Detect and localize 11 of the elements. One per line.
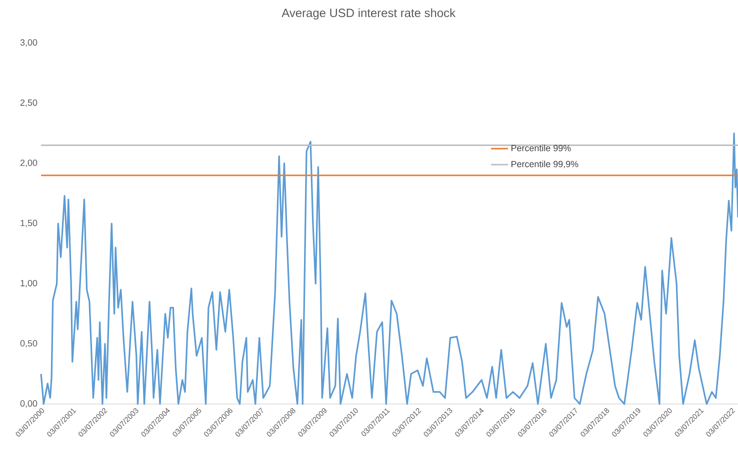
y-tick-label: 0,50 bbox=[20, 340, 38, 348]
line-series bbox=[40, 132, 738, 405]
y-tick-label: 2,50 bbox=[20, 99, 38, 107]
legend-label: Percentile 99,9% bbox=[512, 160, 578, 168]
y-tick-label: 0,00 bbox=[20, 400, 38, 408]
y-tick-label: 1,00 bbox=[20, 280, 38, 288]
y-tick-label: 1,50 bbox=[20, 220, 38, 228]
legend-label: Percentile 99% bbox=[512, 144, 571, 152]
y-tick-label: 3,00 bbox=[20, 39, 38, 47]
chart-title: Average USD interest rate shock bbox=[282, 8, 456, 20]
y-tick-label: 2,00 bbox=[20, 160, 38, 168]
